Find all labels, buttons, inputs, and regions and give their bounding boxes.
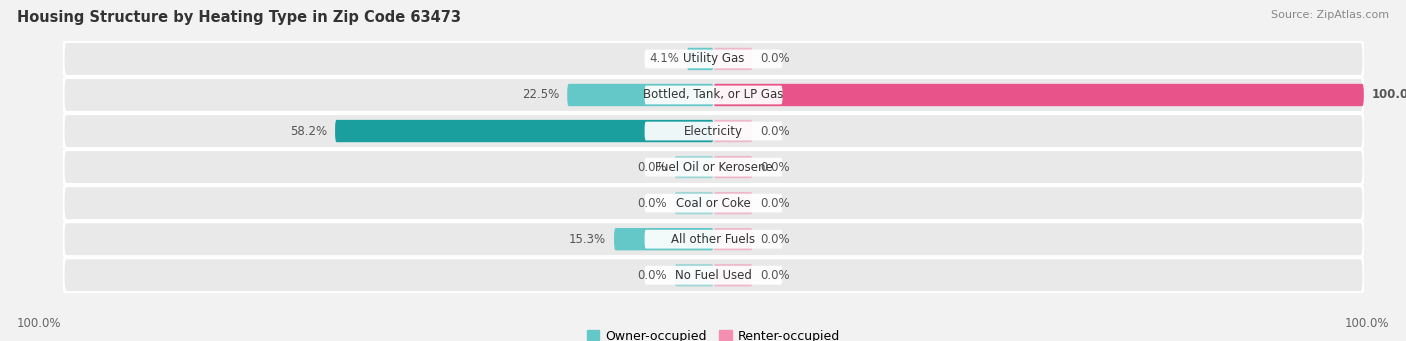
Text: 58.2%: 58.2% [290,124,328,137]
Text: 0.0%: 0.0% [761,269,790,282]
Text: 100.0%: 100.0% [1344,317,1389,330]
FancyBboxPatch shape [675,264,713,286]
Text: All other Fuels: All other Fuels [672,233,755,246]
FancyBboxPatch shape [567,84,713,106]
FancyBboxPatch shape [63,222,1364,256]
Text: 22.5%: 22.5% [522,89,560,102]
FancyBboxPatch shape [644,266,783,285]
FancyBboxPatch shape [713,156,752,178]
FancyBboxPatch shape [644,230,783,249]
FancyBboxPatch shape [713,192,752,214]
FancyBboxPatch shape [614,228,713,250]
Text: No Fuel Used: No Fuel Used [675,269,752,282]
FancyBboxPatch shape [335,120,713,142]
Text: Utility Gas: Utility Gas [683,53,744,65]
Text: 0.0%: 0.0% [761,124,790,137]
FancyBboxPatch shape [713,228,752,250]
Text: 100.0%: 100.0% [1372,89,1406,102]
Text: 100.0%: 100.0% [17,317,62,330]
FancyBboxPatch shape [63,78,1364,112]
FancyBboxPatch shape [644,122,783,140]
Text: 4.1%: 4.1% [650,53,679,65]
FancyBboxPatch shape [644,158,783,176]
FancyBboxPatch shape [713,264,752,286]
FancyBboxPatch shape [644,194,783,212]
Text: 0.0%: 0.0% [761,197,790,210]
FancyBboxPatch shape [713,84,1364,106]
Text: 0.0%: 0.0% [761,53,790,65]
Text: 0.0%: 0.0% [637,197,666,210]
FancyBboxPatch shape [644,86,783,104]
FancyBboxPatch shape [713,48,752,70]
FancyBboxPatch shape [63,150,1364,184]
Text: 0.0%: 0.0% [761,233,790,246]
Text: Coal or Coke: Coal or Coke [676,197,751,210]
FancyBboxPatch shape [713,120,752,142]
FancyBboxPatch shape [675,192,713,214]
Text: Fuel Oil or Kerosene: Fuel Oil or Kerosene [655,161,772,174]
FancyBboxPatch shape [644,49,783,68]
Text: 0.0%: 0.0% [637,161,666,174]
FancyBboxPatch shape [63,258,1364,293]
Text: Electricity: Electricity [685,124,742,137]
FancyBboxPatch shape [688,48,713,70]
FancyBboxPatch shape [63,114,1364,148]
FancyBboxPatch shape [675,156,713,178]
FancyBboxPatch shape [63,186,1364,220]
Text: Source: ZipAtlas.com: Source: ZipAtlas.com [1271,10,1389,20]
Text: 15.3%: 15.3% [569,233,606,246]
Text: 0.0%: 0.0% [761,161,790,174]
Text: 0.0%: 0.0% [637,269,666,282]
Legend: Owner-occupied, Renter-occupied: Owner-occupied, Renter-occupied [586,329,841,341]
FancyBboxPatch shape [63,42,1364,76]
Text: Bottled, Tank, or LP Gas: Bottled, Tank, or LP Gas [644,89,783,102]
Text: Housing Structure by Heating Type in Zip Code 63473: Housing Structure by Heating Type in Zip… [17,10,461,25]
